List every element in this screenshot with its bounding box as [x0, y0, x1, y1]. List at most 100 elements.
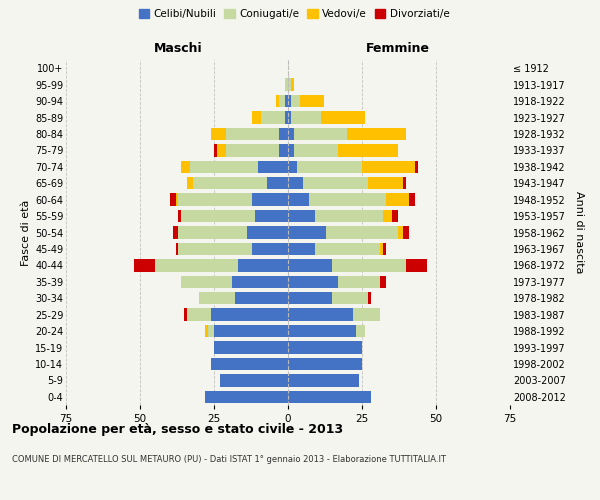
Bar — [279, 95, 285, 107]
Bar — [178, 210, 181, 222]
Bar — [181, 160, 190, 173]
Bar — [294, 144, 338, 156]
Bar — [285, 95, 288, 107]
Bar — [294, 128, 347, 140]
Bar — [181, 210, 256, 222]
Bar — [314, 243, 380, 255]
Bar — [220, 374, 288, 386]
Bar — [247, 226, 288, 238]
Bar — [178, 194, 253, 206]
Bar — [288, 194, 309, 206]
Bar — [383, 210, 392, 222]
Bar — [288, 78, 291, 91]
Bar — [291, 112, 320, 124]
Bar — [214, 342, 288, 353]
Bar — [288, 226, 326, 238]
Bar — [288, 243, 314, 255]
Bar — [338, 144, 398, 156]
Bar — [347, 128, 406, 140]
Bar — [176, 243, 178, 255]
Bar — [178, 243, 253, 255]
Y-axis label: Anni di nascita: Anni di nascita — [574, 191, 584, 274]
Bar — [211, 308, 288, 321]
Bar — [288, 112, 291, 124]
Bar — [226, 144, 279, 156]
Bar — [356, 325, 365, 337]
Bar — [276, 95, 279, 107]
Bar — [288, 342, 362, 353]
Bar — [253, 194, 288, 206]
Bar — [178, 226, 247, 238]
Bar — [398, 226, 403, 238]
Bar — [380, 276, 386, 288]
Bar — [288, 210, 314, 222]
Bar — [368, 292, 371, 304]
Text: Maschi: Maschi — [154, 42, 203, 55]
Bar — [353, 308, 380, 321]
Bar — [256, 210, 288, 222]
Bar — [288, 308, 353, 321]
Legend: Celibi/Nubili, Coniugati/e, Vedovi/e, Divorziati/e: Celibi/Nubili, Coniugati/e, Vedovi/e, Di… — [134, 5, 454, 24]
Bar — [193, 177, 267, 190]
Bar — [288, 292, 332, 304]
Bar — [279, 128, 288, 140]
Bar — [267, 177, 288, 190]
Bar — [309, 194, 386, 206]
Bar — [288, 358, 362, 370]
Bar — [279, 144, 288, 156]
Bar — [217, 144, 226, 156]
Bar — [300, 95, 323, 107]
Bar — [226, 128, 279, 140]
Bar — [288, 95, 291, 107]
Bar — [386, 194, 409, 206]
Bar — [297, 160, 362, 173]
Bar — [285, 78, 288, 91]
Bar — [205, 390, 288, 403]
Bar — [253, 243, 288, 255]
Bar — [383, 243, 386, 255]
Bar — [173, 226, 178, 238]
Bar — [232, 276, 288, 288]
Bar — [320, 112, 365, 124]
Bar — [380, 243, 383, 255]
Bar — [205, 325, 208, 337]
Bar — [288, 276, 338, 288]
Bar — [415, 160, 418, 173]
Bar — [288, 128, 294, 140]
Bar — [214, 144, 217, 156]
Bar — [288, 259, 332, 272]
Bar — [303, 177, 368, 190]
Bar — [392, 210, 398, 222]
Bar — [314, 210, 383, 222]
Bar — [409, 194, 415, 206]
Bar — [332, 259, 406, 272]
Bar — [187, 308, 211, 321]
Bar — [288, 390, 371, 403]
Bar — [262, 112, 285, 124]
Bar — [285, 112, 288, 124]
Bar — [288, 144, 294, 156]
Bar — [181, 276, 232, 288]
Bar — [211, 128, 226, 140]
Text: Popolazione per età, sesso e stato civile - 2013: Popolazione per età, sesso e stato civil… — [12, 422, 343, 436]
Bar — [211, 358, 288, 370]
Bar — [403, 226, 409, 238]
Bar — [199, 292, 235, 304]
Bar — [134, 259, 155, 272]
Bar — [332, 292, 368, 304]
Bar — [288, 325, 356, 337]
Bar — [214, 325, 288, 337]
Bar — [208, 325, 214, 337]
Bar — [338, 276, 380, 288]
Bar — [259, 160, 288, 173]
Text: COMUNE DI MERCATELLO SUL METAURO (PU) - Dati ISTAT 1° gennaio 2013 - Elaborazion: COMUNE DI MERCATELLO SUL METAURO (PU) - … — [12, 455, 446, 464]
Bar — [403, 177, 406, 190]
Bar — [155, 259, 238, 272]
Bar — [170, 194, 176, 206]
Bar — [291, 78, 294, 91]
Bar — [291, 95, 300, 107]
Bar — [288, 177, 303, 190]
Bar — [368, 177, 403, 190]
Text: Femmine: Femmine — [365, 42, 430, 55]
Bar — [176, 194, 178, 206]
